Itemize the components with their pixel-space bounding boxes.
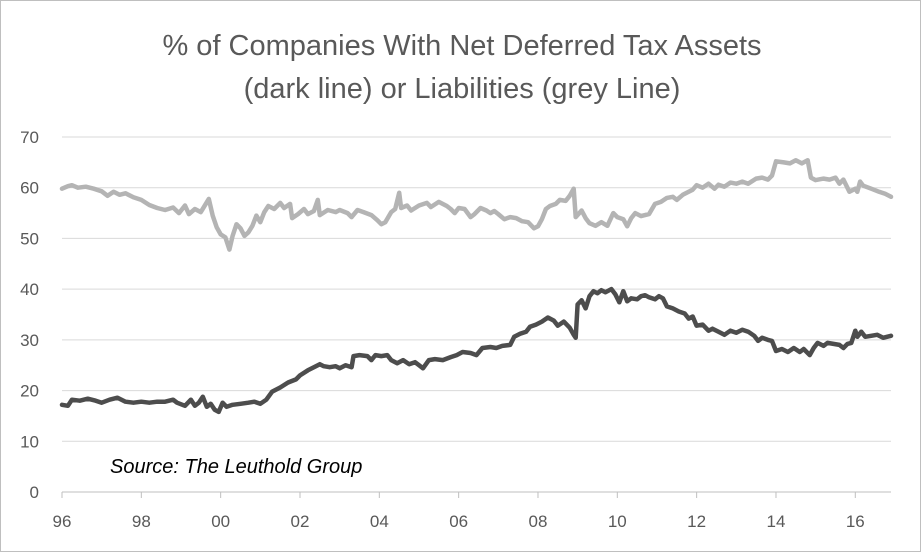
x-tick-label: 10 <box>608 512 627 531</box>
x-tick-label: 12 <box>687 512 706 531</box>
y-tick-label: 20 <box>20 382 39 401</box>
x-tick-label: 08 <box>529 512 548 531</box>
y-tick-label: 10 <box>20 432 39 451</box>
x-tick-label: 96 <box>53 512 72 531</box>
source-annotation: Source: The Leuthold Group <box>110 456 362 478</box>
x-tick-label: 14 <box>767 512 786 531</box>
y-tick-label: 70 <box>20 128 39 147</box>
gridlines <box>61 136 891 498</box>
x-tick-label: 02 <box>291 512 310 531</box>
x-tick-label: 04 <box>370 512 389 531</box>
y-tick-label: 30 <box>20 331 39 350</box>
x-axis-ticks: 96 98 00 02 04 06 08 10 12 14 16 <box>53 512 865 531</box>
series-group <box>59 158 894 415</box>
y-tick-label: 40 <box>20 280 39 299</box>
chart-title-line-2: (dark line) or Liabilities (grey Line) <box>244 73 681 105</box>
x-tick-label: 06 <box>449 512 468 531</box>
y-tick-label: 0 <box>30 483 39 502</box>
y-axis-ticks: 0 10 20 30 40 50 60 70 <box>20 128 39 502</box>
chart-title-line-1: % of Companies With Net Deferred Tax Ass… <box>162 30 761 62</box>
x-tick-label: 16 <box>846 512 865 531</box>
series-line-assets <box>59 286 894 415</box>
y-tick-label: 60 <box>20 179 39 198</box>
y-tick-label: 50 <box>20 229 39 248</box>
x-tick-label: 00 <box>211 512 230 531</box>
series-line-liabilities <box>59 158 894 252</box>
x-tick-label: 98 <box>132 512 151 531</box>
